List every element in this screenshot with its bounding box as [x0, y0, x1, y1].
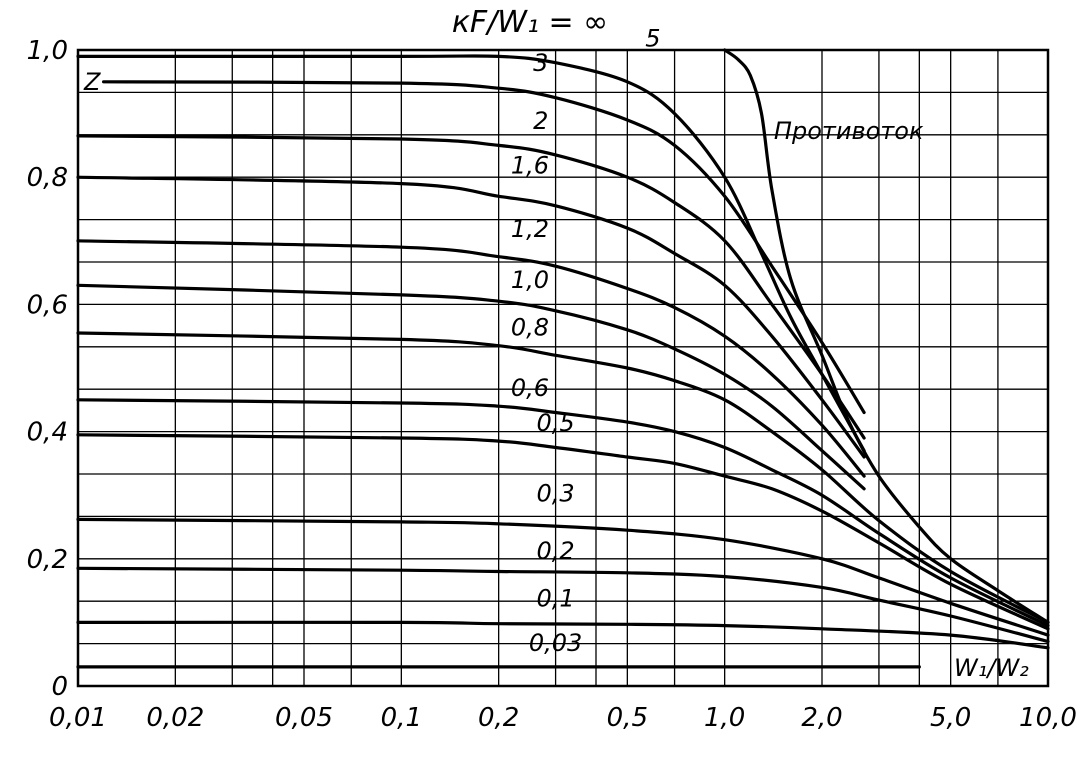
- x-tick-label: 0,1: [381, 703, 422, 733]
- grid: [76, 48, 1050, 688]
- curve-labels: 5 3 2 1,6 1,2 1,0 0,8 0,6 0,5 0,3 0,2 0,1 0,03 Против…: [511, 24, 924, 657]
- series-line: [76, 134, 866, 440]
- series-line: [102, 80, 866, 415]
- series-line: [76, 566, 1050, 644]
- curve-label: 2: [533, 107, 548, 135]
- y-tick-label: 1,0: [27, 36, 68, 66]
- curve-label: 3: [533, 49, 548, 77]
- series-line: [76, 433, 1050, 631]
- series-line: [76, 283, 866, 491]
- curve-label: 0,8: [511, 314, 549, 342]
- chart-title: кF/W₁ = ∞: [452, 5, 608, 40]
- series-line: [76, 54, 866, 453]
- x-tick-label: 0,01: [49, 703, 107, 733]
- y-tick-label: 0,4: [27, 418, 68, 448]
- series-line: [76, 517, 1050, 637]
- curve-label: 0,3: [537, 480, 575, 508]
- series-line: [723, 48, 1050, 624]
- x-tick-label: 2,0: [801, 703, 842, 733]
- series-line: [76, 175, 866, 459]
- curve-label: Противоток: [774, 117, 924, 145]
- curve-label: 1,0: [511, 266, 549, 294]
- series-line: [76, 239, 866, 478]
- x-tick-label: 1,0: [704, 703, 745, 733]
- curves: [76, 48, 1050, 669]
- curve-label: 0,1: [537, 585, 575, 613]
- tick-labels: 0,01 0,02 0,05 0,1 0,2 0,5 1,0 2,0 5,0 10,0 0 0,2 0,…: [27, 36, 1077, 733]
- curve-label: 0,5: [537, 409, 575, 437]
- curve-label: 0,03: [529, 629, 582, 657]
- curve-label: 5: [645, 24, 660, 52]
- series-line: [76, 331, 1050, 624]
- y-tick-label: 0: [51, 672, 68, 702]
- curve-label: 1,2: [511, 215, 549, 243]
- y-tick-label: 0,2: [27, 545, 68, 575]
- curve-label: 1,6: [511, 152, 549, 180]
- x-tick-label: 0,5: [607, 703, 648, 733]
- x-tick-label: 5,0: [930, 703, 971, 733]
- series-line: [76, 398, 1050, 628]
- x-tick-label: 0,02: [146, 703, 204, 733]
- series-line: [76, 620, 1050, 650]
- y-tick-label: 0,6: [27, 290, 68, 320]
- y-tick-label: 0,8: [27, 163, 68, 193]
- series-header-z: Z: [83, 68, 101, 96]
- x-axis-label: W₁/W₂: [954, 654, 1029, 682]
- curve-label: 0,6: [511, 374, 549, 402]
- curve-label: 0,2: [537, 537, 575, 565]
- x-tick-label: 0,2: [478, 703, 519, 733]
- x-tick-label: 0,05: [275, 703, 333, 733]
- x-tick-label: 10,0: [1019, 703, 1077, 733]
